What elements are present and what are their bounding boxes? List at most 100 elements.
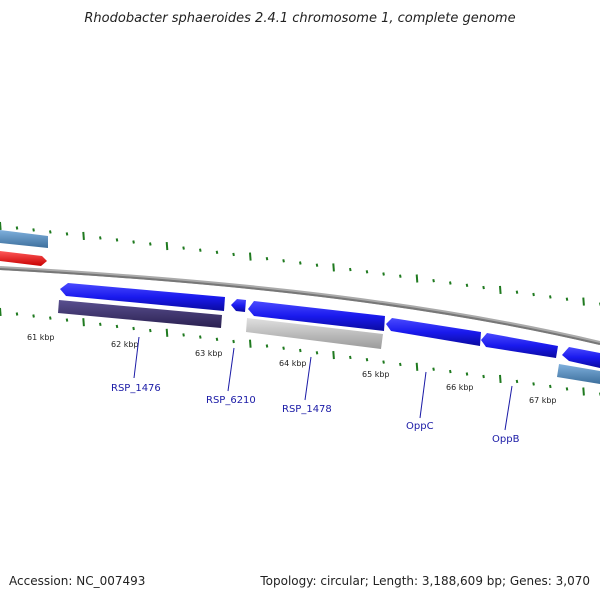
tick-mark (465, 372, 469, 376)
scale-label: 66 kbp (446, 383, 474, 392)
map-title: Rhodobacter sphaeroides 2.4.1 chromosome… (84, 11, 515, 26)
scale-label: 67 kbp (529, 396, 557, 405)
tick-mark (382, 360, 385, 364)
gene-label-oppc[interactable]: OppC (406, 421, 434, 432)
tick-mark (315, 351, 319, 355)
scale-label: 62 kbp (111, 340, 139, 349)
tick-mark (149, 242, 152, 246)
tick-mark (315, 263, 319, 267)
tick-mark (265, 257, 269, 261)
feature-red-rna-left[interactable] (0, 251, 47, 266)
tick-mark (515, 379, 519, 384)
tick-mark (82, 231, 85, 240)
tick-mark (65, 318, 69, 322)
tick-mark (15, 226, 19, 230)
tick-mark (532, 382, 535, 386)
tick-mark (549, 384, 552, 389)
tick-mark (482, 374, 485, 379)
gene-arrow-oppc[interactable] (386, 318, 481, 346)
tick-mark (565, 297, 569, 301)
tick-mark (115, 238, 119, 242)
gene-label-rsp6210[interactable]: RSP_6210 (206, 395, 256, 406)
accession-text: Accession: NC_007493 (9, 574, 146, 588)
tick-mark (499, 285, 502, 294)
tick-mark (415, 362, 419, 371)
tick-mark (32, 314, 35, 318)
tick-mark (432, 367, 435, 371)
tick-mark (299, 261, 302, 265)
upper-tick-ring (0, 221, 600, 306)
tick-mark (182, 333, 185, 337)
tick-mark (399, 362, 402, 367)
tick-mark (449, 281, 452, 285)
feature-light-blue-right[interactable] (557, 364, 600, 384)
tick-mark (15, 312, 19, 316)
tick-mark (582, 387, 585, 396)
tick-mark (549, 295, 552, 299)
tick-mark (365, 270, 369, 274)
tick-mark (349, 355, 352, 360)
tick-mark (299, 348, 302, 353)
tick-mark (232, 252, 235, 257)
tick-mark (365, 358, 369, 362)
tick-mark (49, 316, 52, 320)
tick-mark (165, 242, 169, 251)
topology-text: Topology: circular; Length: 3,188,609 bp… (260, 574, 590, 588)
tick-mark (132, 240, 135, 244)
tick-mark (32, 228, 35, 232)
gene-arrow-oppb[interactable] (481, 333, 558, 358)
feature-light-blue-left[interactable] (0, 230, 48, 248)
leader-lines (133, 336, 513, 431)
tick-mark (65, 232, 69, 236)
tick-mark (49, 230, 52, 234)
tick-mark (249, 339, 252, 348)
tick-mark (449, 369, 452, 374)
scale-label: 61 kbp (27, 333, 55, 342)
tick-mark (132, 326, 135, 331)
gene-arrow-right-edge[interactable] (562, 347, 600, 368)
tick-mark (482, 285, 485, 290)
gene-arrow-rsp1476[interactable] (60, 283, 225, 311)
tick-mark (215, 337, 219, 341)
tick-mark (349, 267, 352, 272)
tick-mark (499, 374, 502, 383)
tick-mark (415, 274, 419, 283)
tick-mark (332, 351, 335, 360)
scale-label: 65 kbp (362, 370, 390, 379)
lower-tick-ring (0, 307, 600, 396)
tick-mark (432, 279, 435, 283)
tick-mark (165, 328, 169, 337)
gene-label-rsp1478[interactable]: RSP_1478 (282, 404, 332, 415)
tick-mark (99, 236, 102, 240)
gene-label-rsp1476[interactable]: RSP_1476 (111, 383, 161, 394)
tick-mark (0, 221, 2, 231)
tick-mark (199, 335, 202, 339)
tick-mark (265, 344, 269, 348)
product-bar-rsp1476[interactable] (58, 300, 222, 328)
gene-arrow-rsp6210[interactable] (231, 299, 246, 312)
tick-mark (515, 290, 519, 294)
tick-mark (199, 248, 202, 252)
tick-mark (532, 292, 535, 297)
scale-label: 64 kbp (279, 359, 307, 368)
tick-mark (0, 307, 2, 317)
tick-mark (565, 387, 569, 391)
tick-mark (149, 328, 152, 333)
tick-mark (465, 283, 469, 287)
gene-arrow-rsp1478[interactable] (248, 301, 385, 331)
tick-mark (115, 324, 119, 329)
tick-mark (82, 318, 85, 327)
scale-label: 63 kbp (195, 349, 223, 358)
tick-mark (582, 297, 585, 306)
tick-mark (282, 259, 285, 263)
tick-mark (215, 250, 219, 254)
product-bar-rsp1478[interactable] (246, 318, 383, 349)
gene-label-oppb[interactable]: OppB (492, 434, 520, 445)
tick-mark (232, 339, 235, 344)
tick-mark (99, 322, 102, 326)
tick-mark (382, 272, 385, 276)
tick-mark (399, 274, 402, 278)
tick-mark (282, 346, 285, 350)
scale-labels: 61 kbp 62 kbp 63 kbp 64 kbp 65 kbp 66 kb… (27, 333, 557, 405)
